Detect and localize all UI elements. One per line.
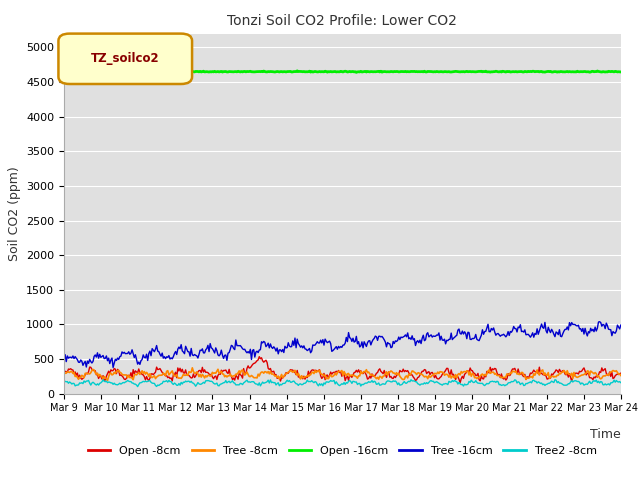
Open -16cm xyxy=(293,68,301,74)
Tree -8cm xyxy=(189,365,196,371)
Open -8cm xyxy=(329,370,337,375)
Tree -16cm xyxy=(606,326,614,332)
Tree -16cm xyxy=(393,338,401,344)
Tree2 -8cm xyxy=(60,379,68,385)
Tree -8cm xyxy=(327,372,335,378)
FancyBboxPatch shape xyxy=(58,34,192,84)
Tree2 -8cm xyxy=(606,382,614,388)
Open -8cm xyxy=(456,380,464,385)
Open -16cm xyxy=(326,69,333,75)
Open -8cm xyxy=(255,354,263,360)
Tree -16cm xyxy=(362,344,370,349)
Tree -8cm xyxy=(394,372,401,378)
Tree2 -8cm xyxy=(362,380,370,386)
Legend: Open -8cm, Tree -8cm, Open -16cm, Tree -16cm, Tree2 -8cm: Open -8cm, Tree -8cm, Open -16cm, Tree -… xyxy=(84,441,601,460)
Tree2 -8cm xyxy=(326,379,333,384)
Open -8cm xyxy=(326,372,333,378)
Tree -16cm xyxy=(596,319,604,324)
Tree -16cm xyxy=(60,355,68,361)
Tree -8cm xyxy=(104,378,111,384)
Tree -8cm xyxy=(364,370,371,375)
Line: Tree -8cm: Tree -8cm xyxy=(64,368,621,381)
Tree2 -8cm xyxy=(134,384,141,389)
Line: Open -8cm: Open -8cm xyxy=(64,357,621,383)
Line: Open -16cm: Open -16cm xyxy=(64,71,621,72)
Line: Tree2 -8cm: Tree2 -8cm xyxy=(64,380,621,386)
Open -8cm xyxy=(617,370,625,376)
Tree -16cm xyxy=(617,322,625,328)
Open -8cm xyxy=(393,372,401,378)
Open -16cm xyxy=(519,69,527,75)
Tree -16cm xyxy=(109,365,117,371)
Open -16cm xyxy=(394,69,401,74)
Y-axis label: Soil CO2 (ppm): Soil CO2 (ppm) xyxy=(8,166,20,261)
Tree -8cm xyxy=(617,372,625,378)
Tree2 -8cm xyxy=(393,379,401,385)
Tree -16cm xyxy=(326,338,333,344)
Title: Tonzi Soil CO2 Profile: Lower CO2: Tonzi Soil CO2 Profile: Lower CO2 xyxy=(227,14,458,28)
Open -16cm xyxy=(364,69,371,74)
Open -16cm xyxy=(329,69,337,74)
Tree2 -8cm xyxy=(329,378,337,384)
Open -8cm xyxy=(362,372,370,378)
Line: Tree -16cm: Tree -16cm xyxy=(64,322,621,368)
Open -8cm xyxy=(60,369,68,375)
Open -16cm xyxy=(606,69,614,74)
Tree -8cm xyxy=(519,370,527,375)
Tree2 -8cm xyxy=(551,377,559,383)
Tree -16cm xyxy=(518,329,525,335)
Tree -16cm xyxy=(329,348,337,353)
Text: TZ_soilco2: TZ_soilco2 xyxy=(91,52,159,65)
Tree2 -8cm xyxy=(518,381,525,386)
Tree -8cm xyxy=(60,370,68,375)
Text: Time: Time xyxy=(590,428,621,441)
Tree2 -8cm xyxy=(617,380,625,385)
Open -8cm xyxy=(519,372,527,378)
Open -16cm xyxy=(60,69,68,74)
Open -8cm xyxy=(606,369,614,375)
Open -16cm xyxy=(617,69,625,75)
Tree -8cm xyxy=(330,372,338,378)
Open -16cm xyxy=(353,70,360,75)
Tree -8cm xyxy=(606,370,614,376)
